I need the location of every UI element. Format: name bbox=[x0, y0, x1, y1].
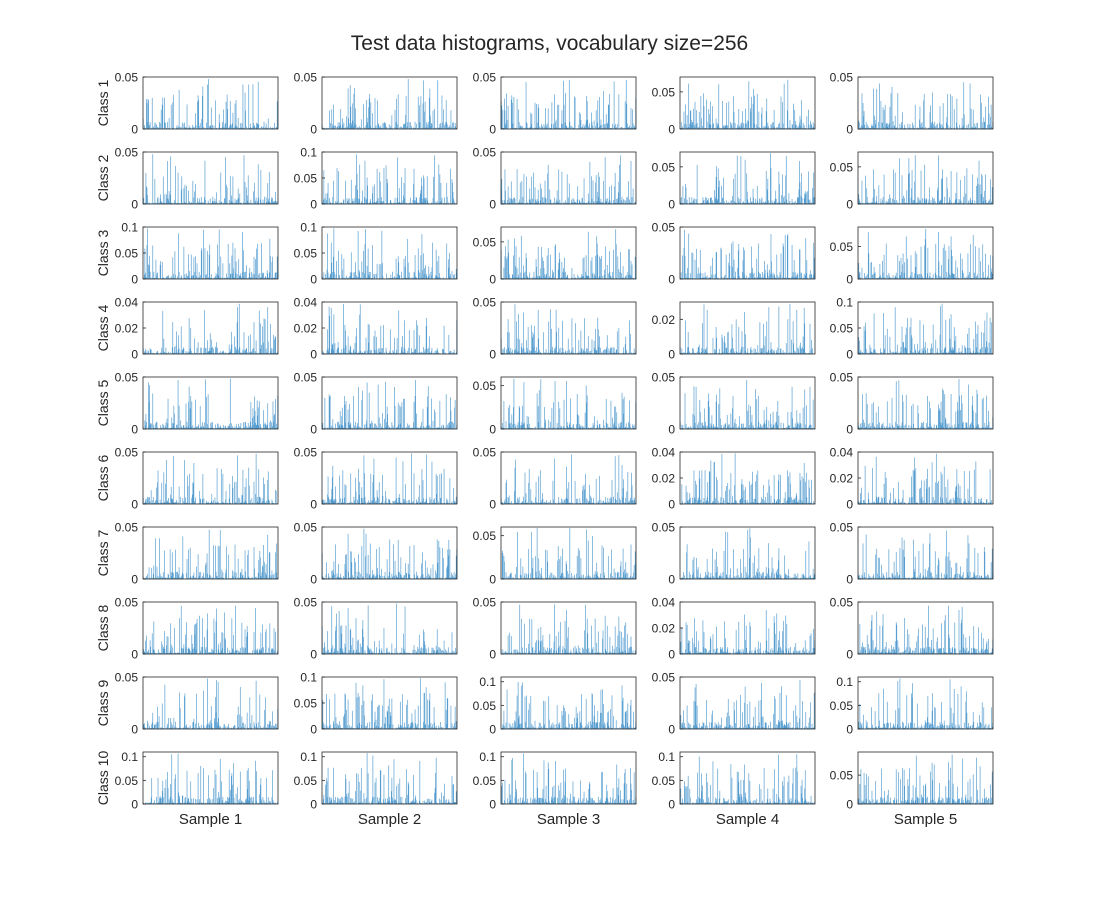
histogram-panel: 0 0.05 0.1 bbox=[294, 146, 458, 212]
y-tick-label: 0 bbox=[310, 273, 317, 287]
y-tick-label: 0 bbox=[846, 273, 853, 287]
histogram-panel: 00.05 bbox=[652, 221, 816, 287]
y-tick-label: 0.05 bbox=[473, 71, 497, 85]
figure-title: Test data histograms, vocabulary size=25… bbox=[0, 32, 1099, 56]
y-tick-label: 0 bbox=[668, 123, 675, 137]
y-tick-label: 0 bbox=[668, 348, 675, 362]
histogram-panel: 00.05 bbox=[473, 296, 637, 362]
y-tick-label: 0.05 bbox=[473, 235, 497, 249]
histogram-panel: 0 0.02 0.04 bbox=[115, 296, 279, 362]
panel-frame bbox=[500, 76, 637, 130]
histogram-panel: 0 0.05 0.1 bbox=[115, 221, 279, 287]
y-tick-label: 0 bbox=[846, 198, 853, 212]
y-tick-label: 0.05 bbox=[294, 172, 318, 186]
panel-frame bbox=[321, 76, 458, 130]
panel-frame bbox=[142, 151, 279, 205]
row-label: Class 3 bbox=[95, 229, 111, 276]
row-label: Class 2 bbox=[95, 154, 111, 201]
histogram-panel: 00.05 bbox=[473, 226, 637, 287]
y-tick-label: 0 bbox=[131, 348, 138, 362]
panel-frame bbox=[500, 151, 637, 205]
y-tick-label: 0 bbox=[131, 198, 138, 212]
histogram-panel: 00.05 bbox=[830, 151, 994, 212]
row-label: Class 1 bbox=[95, 79, 111, 126]
y-tick-label: 0.05 bbox=[473, 146, 497, 160]
panel-frame bbox=[857, 226, 994, 280]
panel-frame bbox=[679, 76, 816, 130]
y-tick-label: 0.05 bbox=[652, 85, 676, 99]
panel-frame bbox=[142, 76, 279, 130]
panel-frame bbox=[857, 76, 994, 130]
y-tick-label: 0.05 bbox=[830, 71, 854, 85]
y-tick-label: 0.1 bbox=[121, 221, 138, 235]
y-tick-label: 0 bbox=[310, 198, 317, 212]
y-tick-label: 0.04 bbox=[115, 296, 139, 310]
histogram-panel: 00.05 bbox=[473, 71, 637, 137]
y-tick-label: 0.1 bbox=[300, 221, 317, 235]
histogram-panel: 00.05 bbox=[652, 76, 816, 137]
y-tick-label: 0.05 bbox=[652, 160, 676, 174]
histogram-panel: 00.05 bbox=[652, 151, 816, 212]
y-tick-label: 0.05 bbox=[830, 240, 854, 254]
y-tick-label: 0 bbox=[310, 348, 317, 362]
histogram-panel: 00.050.1 bbox=[830, 296, 994, 362]
y-tick-label: 0.1 bbox=[300, 146, 317, 160]
y-tick-label: 0.02 bbox=[294, 322, 318, 336]
y-tick-label: 0.05 bbox=[652, 221, 676, 235]
y-tick-label: 0.02 bbox=[115, 322, 139, 336]
y-tick-label: 0 bbox=[131, 273, 138, 287]
y-tick-label: 0.05 bbox=[830, 160, 854, 174]
y-tick-label: 0 bbox=[668, 273, 675, 287]
y-tick-label: 0.05 bbox=[115, 71, 139, 85]
y-tick-label: 0 bbox=[489, 348, 496, 362]
y-tick-label: 0.05 bbox=[294, 71, 318, 85]
y-tick-label: 0 bbox=[131, 123, 138, 137]
y-tick-label: 0.05 bbox=[473, 296, 497, 310]
y-tick-label: 0.05 bbox=[115, 146, 139, 160]
panel-frame bbox=[500, 301, 637, 355]
histogram-panel: 0 0.02 0.04 bbox=[294, 296, 458, 362]
y-tick-label: 0.04 bbox=[294, 296, 318, 310]
y-tick-label: 0.02 bbox=[652, 313, 676, 327]
panel-frame bbox=[679, 301, 816, 355]
histogram-panel: 00.05 bbox=[830, 226, 994, 287]
y-tick-label: 0.05 bbox=[115, 247, 139, 261]
panel-frame bbox=[321, 151, 458, 205]
histogram-panel: 00.05 bbox=[115, 146, 279, 212]
histogram-panel: 00.02 bbox=[652, 301, 816, 362]
y-tick-label: 0 bbox=[489, 123, 496, 137]
histogram-panel: 00.05 bbox=[294, 71, 458, 137]
row-label: Class 4 bbox=[95, 304, 111, 351]
y-tick-label: 0 bbox=[489, 273, 496, 287]
histogram-panel: 00.05 bbox=[473, 146, 637, 212]
y-tick-label: 0.05 bbox=[294, 247, 318, 261]
panel-frame bbox=[679, 226, 816, 280]
panel-frame bbox=[500, 226, 637, 280]
histogram-panel: 00.05 bbox=[115, 71, 279, 137]
y-tick-label: 0 bbox=[846, 123, 853, 137]
panel-frame bbox=[857, 151, 994, 205]
panel-frame bbox=[679, 151, 816, 205]
y-tick-label: 0 bbox=[668, 198, 675, 212]
panel-frame bbox=[321, 301, 458, 355]
histogram-panel: 0 0.05 0.1 bbox=[294, 221, 458, 287]
histogram-panel: 00.05 bbox=[830, 71, 994, 137]
y-tick-label: 0 bbox=[489, 198, 496, 212]
y-tick-label: 0 bbox=[310, 123, 317, 137]
